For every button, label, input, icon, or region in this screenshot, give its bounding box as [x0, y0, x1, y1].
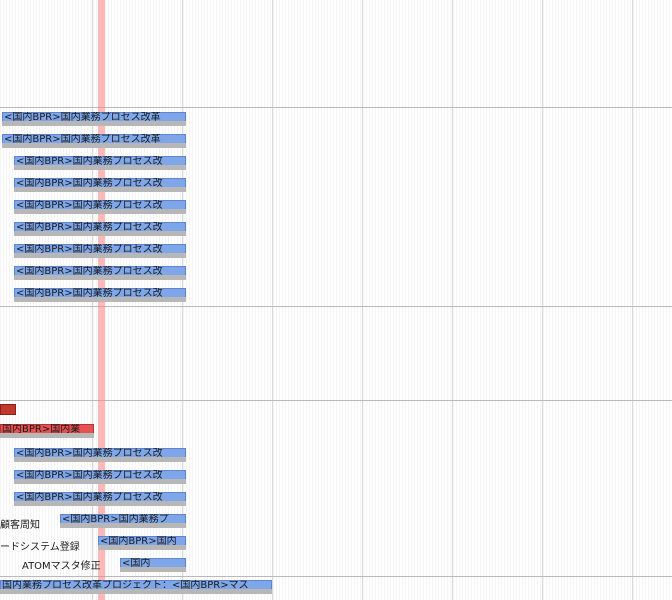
task-bar[interactable]: <国内BPR>国内業務プロセス改 [14, 448, 186, 462]
bar-baseline [14, 501, 186, 506]
task-label: 国内業務プロセス改革プロジェクト：<国内BPR>マス [2, 580, 249, 591]
task-bar[interactable]: <国内 [120, 558, 186, 572]
bar-baseline [14, 275, 186, 280]
grid-line [272, 0, 273, 600]
task-label: <国内BPR>国内業務プ [62, 514, 169, 525]
task-label: <国内BPR>国内業務プロセス改革 [4, 112, 161, 123]
bar-baseline [2, 121, 186, 126]
bar-baseline [14, 479, 186, 484]
task-label: <国内BPR>国内業務プロセス改 [16, 492, 163, 503]
task-bar[interactable]: <国内BPR>国内業務プロセス改 [14, 200, 186, 214]
task-name-label: ードシステム登録 [0, 542, 80, 553]
grid-line [362, 0, 363, 600]
bar-baseline [14, 231, 186, 236]
task-label: 国内BPR>国内業 [2, 424, 81, 435]
task-bar[interactable]: <国内BPR>国内業務プロセス改 [14, 178, 186, 192]
bar-baseline [14, 253, 186, 258]
task-bar[interactable]: 国内業務プロセス改革プロジェクト：<国内BPR>マス [0, 580, 272, 594]
task-label: <国内BPR>国内業務プロセス改 [16, 222, 163, 233]
task-label: <国内BPR>国内業務プロセス改革 [4, 134, 161, 145]
task-bar[interactable]: <国内BPR>国内業務プロセス改革 [2, 112, 186, 126]
bar-baseline [14, 165, 186, 170]
task-label: <国内BPR>国内業務プロセス改 [16, 178, 163, 189]
grid-line [632, 0, 633, 600]
bar-baseline [98, 545, 186, 550]
task-label: <国内BPR>国内業務プロセス改 [16, 156, 163, 167]
task-name-label: ATOMマスタ修正 [22, 561, 101, 572]
bar-baseline [2, 143, 186, 148]
bar-baseline [0, 433, 94, 438]
section-separator [0, 576, 672, 577]
grid-line [542, 0, 543, 600]
section-separator [0, 306, 672, 307]
section-separator [0, 107, 672, 108]
task-name-label: 顧客周知 [0, 520, 40, 531]
task-bar[interactable]: <国内BPR>国内業務プ [60, 514, 186, 528]
bar-baseline [14, 457, 186, 462]
section-separator [0, 400, 672, 401]
task-label: <国内BPR>国内業務プロセス改 [16, 448, 163, 459]
grid-line [452, 0, 453, 600]
task-label: <国内BPR>国内業務プロセス改 [16, 200, 163, 211]
task-label: <国内BPR>国内業務プロセス改 [16, 288, 163, 299]
task-bar[interactable]: <国内BPR>国内業務プロセス改 [14, 156, 186, 170]
bar-baseline [60, 523, 186, 528]
bar-baseline [14, 297, 186, 302]
task-bar[interactable]: <国内BPR>国内業務プロセス改 [14, 266, 186, 280]
bar-baseline [0, 589, 272, 594]
task-bar[interactable]: <国内BPR>国内 [98, 536, 186, 550]
task-bar[interactable]: <国内BPR>国内業務プロセス改 [14, 222, 186, 236]
bar-baseline [14, 187, 186, 192]
task-bar[interactable]: <国内BPR>国内業務プロセス改 [14, 470, 186, 484]
task-label: <国内BPR>国内業務プロセス改 [16, 470, 163, 481]
bar-baseline [14, 209, 186, 214]
task-bar[interactable]: <国内BPR>国内業務プロセス改革 [2, 134, 186, 148]
task-bar[interactable]: <国内BPR>国内業務プロセス改 [14, 492, 186, 506]
task-label: <国内 [122, 558, 151, 569]
task-label: <国内BPR>国内業務プロセス改 [16, 266, 163, 277]
task-label: <国内BPR>国内業務プロセス改 [16, 244, 163, 255]
task-bar[interactable]: <国内BPR>国内業務プロセス改 [14, 288, 186, 302]
task-bar[interactable]: 国内BPR>国内業 [0, 424, 94, 438]
task-label: <国内BPR>国内 [100, 536, 177, 547]
milestone-marker[interactable] [0, 404, 16, 415]
bar-baseline [120, 567, 186, 572]
task-bar[interactable]: <国内BPR>国内業務プロセス改 [14, 244, 186, 258]
